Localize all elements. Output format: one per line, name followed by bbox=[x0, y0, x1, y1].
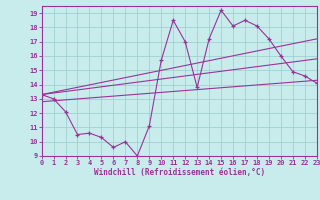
X-axis label: Windchill (Refroidissement éolien,°C): Windchill (Refroidissement éolien,°C) bbox=[94, 168, 265, 177]
